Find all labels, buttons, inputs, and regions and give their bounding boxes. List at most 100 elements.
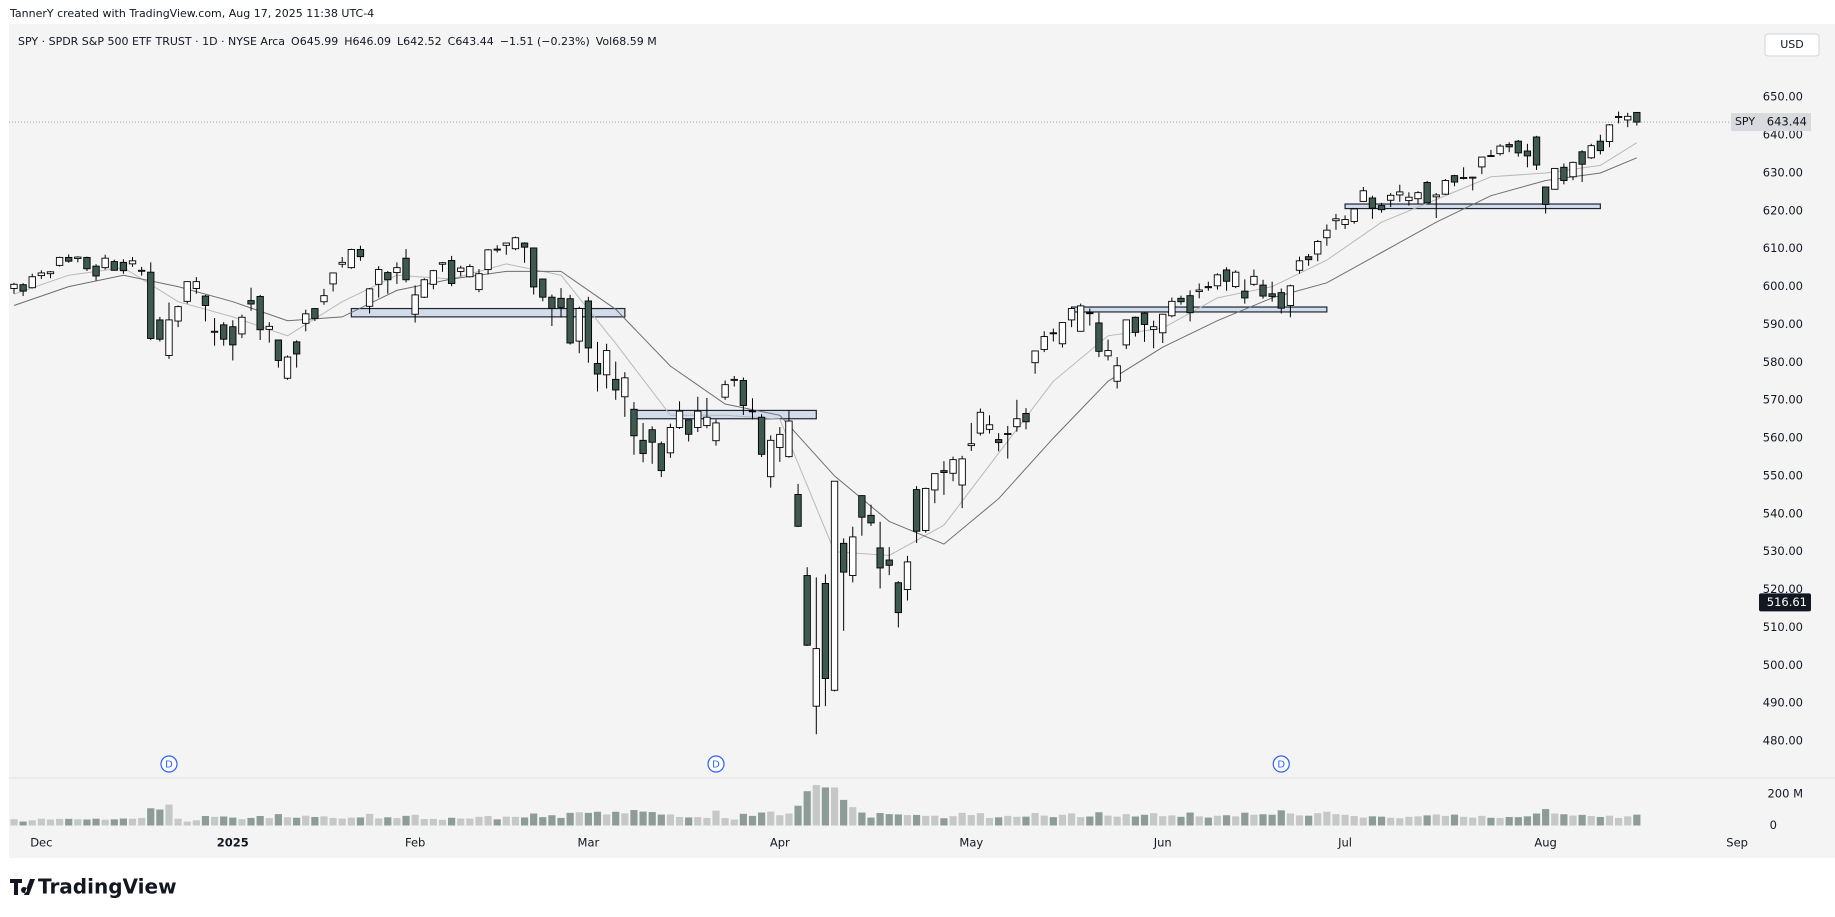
candle-body — [1040, 336, 1048, 350]
y-tick-label: 510.00 — [1763, 620, 1803, 634]
volume-bar — [685, 817, 693, 826]
ohlc-value: 643.44 — [455, 35, 494, 48]
volume-bar — [1095, 812, 1103, 826]
volume-bar — [429, 818, 437, 826]
volume-bar — [393, 818, 401, 826]
candle-body — [65, 256, 73, 262]
ohlc-field: C643.44 — [448, 35, 494, 48]
candle-body — [867, 514, 875, 524]
candle-body — [621, 377, 629, 398]
volume-bar — [128, 818, 137, 826]
candle-body — [566, 298, 574, 344]
candle-body — [1204, 286, 1212, 289]
volume-bar — [10, 819, 18, 826]
y-tick-label: 520.00 — [1763, 582, 1803, 596]
candle-body — [1359, 190, 1367, 202]
candle-body — [994, 439, 1003, 444]
volume-bar — [1150, 813, 1158, 826]
candle-body — [402, 257, 410, 281]
volume-bar — [466, 818, 474, 826]
candle-body — [238, 316, 246, 335]
volume-bar — [1213, 815, 1222, 826]
volume-bar — [1159, 816, 1167, 826]
candle-body — [1222, 269, 1231, 282]
y-tick-label: 560.00 — [1763, 431, 1803, 445]
volume-bar — [1140, 814, 1149, 826]
candle-body — [55, 256, 64, 266]
ohlc-key: C — [447, 35, 456, 48]
candle-body — [1523, 150, 1532, 157]
ohlc-field: O645.99 — [291, 35, 338, 48]
candle-body — [1496, 145, 1504, 155]
y-tick-label: 650.00 — [1763, 90, 1803, 104]
volume-bar — [1414, 816, 1422, 826]
volume-bar — [119, 818, 128, 826]
candle-body — [375, 269, 383, 285]
volume-bar — [1268, 814, 1276, 826]
ohlc-field: H646.09 — [344, 35, 391, 48]
candle-body — [1140, 312, 1149, 325]
candle-body — [1578, 151, 1586, 165]
volume-bar — [457, 818, 465, 826]
volume-bar — [1578, 814, 1586, 826]
volume-bar — [1596, 816, 1604, 826]
volume-bar — [603, 814, 611, 826]
volume-bar — [1551, 813, 1559, 826]
volume-bar — [539, 817, 547, 826]
volume-bar — [1469, 817, 1477, 826]
candle-body — [220, 324, 228, 340]
candle-body — [767, 439, 775, 478]
candle-body — [1149, 326, 1158, 330]
volume-bar — [238, 819, 246, 826]
volume-bar — [28, 820, 36, 826]
candle-body — [1432, 194, 1440, 198]
candle-body — [1387, 194, 1395, 201]
volume-bar — [1049, 817, 1057, 826]
candle-body — [311, 308, 319, 319]
volume-bar — [1514, 817, 1522, 826]
candle-body — [1131, 316, 1140, 333]
ohlc-value: 645.99 — [299, 35, 339, 48]
volume-bar — [1387, 817, 1395, 826]
candle-body — [812, 648, 820, 707]
volume-bar — [37, 818, 45, 826]
candle-body — [602, 350, 611, 376]
volume-bar — [293, 817, 301, 826]
volume-bar — [1222, 815, 1231, 826]
candle-body — [447, 259, 456, 284]
candle-body — [949, 459, 957, 474]
volume-bar — [46, 819, 55, 826]
candle-body — [1514, 140, 1522, 154]
y-tick-label: 530.00 — [1763, 544, 1803, 558]
candle-body — [1159, 313, 1167, 334]
volume-bar — [156, 809, 164, 826]
volume-bar — [721, 818, 729, 826]
candle-body — [457, 267, 465, 272]
candle-body — [1241, 290, 1249, 299]
candle-body — [1596, 140, 1605, 152]
candle-body — [1031, 350, 1039, 364]
candle-body — [1587, 145, 1595, 159]
candle-body — [830, 480, 839, 691]
volume-bar — [1587, 816, 1595, 826]
candle-body — [1168, 300, 1176, 317]
volume-bar — [174, 818, 182, 826]
volume-bar — [858, 812, 866, 826]
candle-body — [502, 242, 510, 246]
candle-body — [712, 422, 720, 442]
volume-bar — [1323, 811, 1331, 826]
volume-bar — [1478, 815, 1486, 826]
candle-body — [1350, 208, 1358, 222]
volume-bar — [265, 818, 273, 826]
volume-bar — [821, 787, 830, 826]
candle-body — [420, 279, 428, 298]
candle-body — [1605, 124, 1614, 142]
volume-bar — [1569, 815, 1577, 826]
volume-bar — [894, 814, 902, 826]
y-tick-label: 490.00 — [1763, 696, 1803, 710]
volume-bar — [812, 785, 820, 826]
candle-body — [1177, 297, 1185, 303]
volume-bar — [867, 817, 875, 826]
